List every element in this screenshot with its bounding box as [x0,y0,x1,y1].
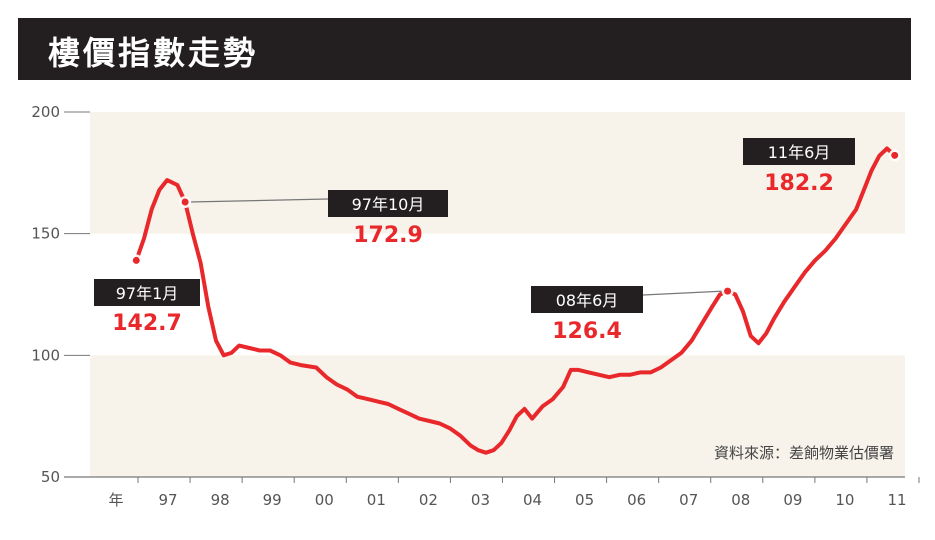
y-tick-label: 200 [31,103,60,121]
x-tick-label: 00 [315,491,334,509]
x-tick-label: 08 [731,491,750,509]
x-tick-label: 97 [159,491,178,509]
x-tick-label: 98 [211,491,230,509]
annotation-4: 11年6月 182.2 [743,138,855,196]
x-tick-label: 02 [419,491,438,509]
series-line-0 [134,146,897,455]
x-tick-label: 年 [108,491,123,509]
annotation-3: 08年6月 126.4 [531,286,643,344]
annotation-label-box [328,190,448,217]
source-note: 資料來源：差餉物業估價署 [714,444,894,462]
x-tick-label: 01 [367,491,386,509]
annotation-label-box [94,279,200,306]
annotation-1: 97年1月 142.7 [94,279,200,336]
annotation-label: 08年6月 [556,291,619,310]
annotation-value: 172.9 [353,223,423,248]
annotation-value: 142.7 [112,311,182,336]
data-marker [891,151,899,159]
data-marker [181,198,189,206]
annotation-label-box [743,138,855,165]
chart-title: 樓價指數走勢 [48,34,259,72]
annotation-label: 11年6月 [768,143,831,162]
x-tick-label: 07 [679,491,698,509]
annotation-value: 126.4 [552,319,622,344]
band-150-200 [90,112,905,234]
data-marker [132,256,140,264]
annotation-label: 97年10月 [352,195,425,214]
title-bar: 樓價指數走勢 [18,18,911,80]
x-tick-label: 11 [887,491,906,509]
annotation-label: 97年1月 [116,284,179,303]
annotation-value: 182.2 [764,171,834,196]
x-tick-label: 04 [523,491,542,509]
y-tick-label: 150 [31,225,60,243]
annotation-connector [189,198,329,203]
x-tick-label: 99 [263,491,282,509]
y-tick-label: 50 [41,468,60,486]
x-tick-label: 03 [471,491,490,509]
x-tick-label: 09 [783,491,802,509]
x-tick-label: 06 [627,491,646,509]
data-marker [724,287,732,295]
band-50-100 [90,355,905,477]
annotation-2: 97年10月 172.9 [328,190,448,248]
y-tick-label: 100 [31,346,60,364]
x-tick-label: 10 [835,491,854,509]
annotation-label-box [531,286,643,313]
x-tick-label: 05 [575,491,594,509]
annotation-connector [642,290,724,296]
